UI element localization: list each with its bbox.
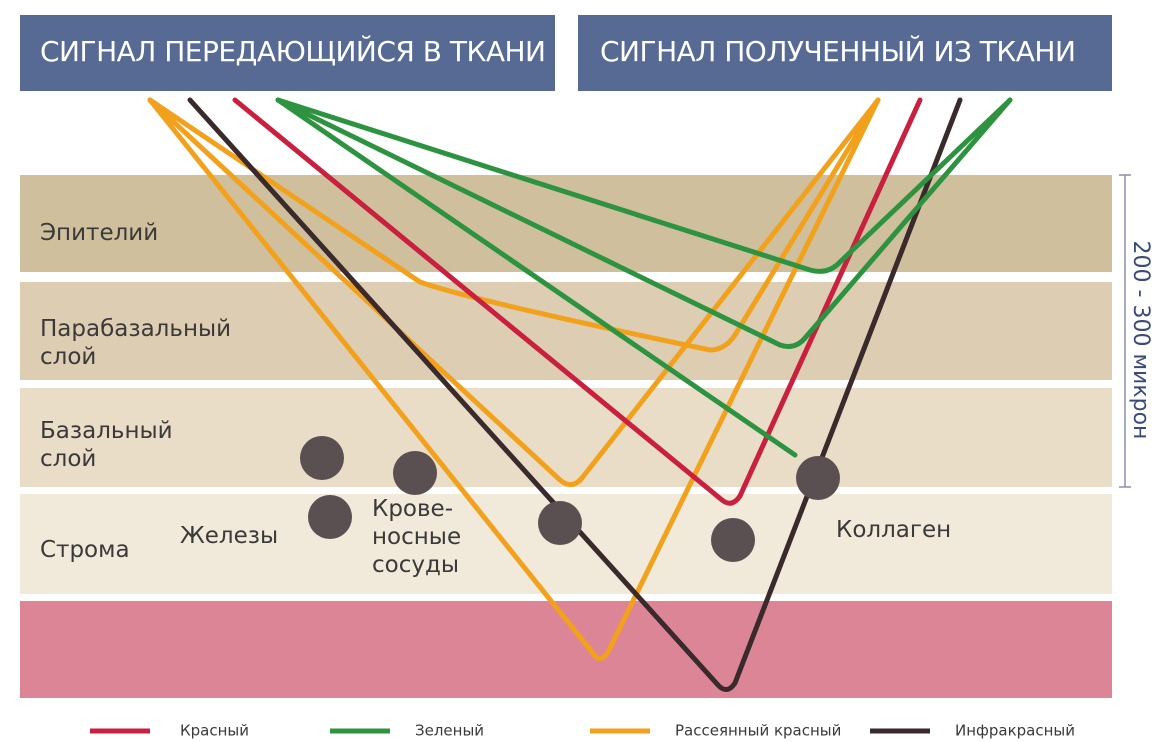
particle bbox=[538, 501, 582, 545]
header-title: СИГНАЛ ПОЛУЧЕННЫЙ ИЗ ТКАНИ bbox=[600, 34, 1075, 68]
diagram: СИГНАЛ ПЕРЕДАЮЩИЙСЯ В ТКАНИ СИГНАЛ ПОЛУЧ… bbox=[0, 0, 1156, 742]
legend-label: Зеленый bbox=[415, 722, 484, 740]
annotation-line: сосуды bbox=[372, 552, 459, 578]
layer-label-line: слой bbox=[40, 344, 96, 370]
particle bbox=[308, 495, 352, 539]
header-title: СИГНАЛ ПЕРЕДАЮЩИЙСЯ В ТКАНИ bbox=[40, 34, 545, 68]
layer-label-line: слой bbox=[40, 446, 96, 472]
annotation-line: Крове- bbox=[372, 496, 453, 522]
layer-label-line: Парабазальный bbox=[40, 316, 231, 342]
particle bbox=[796, 456, 840, 500]
layer-label-line: Базальный bbox=[40, 418, 173, 444]
layer-label: Строма bbox=[40, 537, 130, 563]
annotation: Коллаген bbox=[836, 517, 951, 543]
annotation: Железы bbox=[180, 523, 278, 549]
layer-label-line: Эпителий bbox=[40, 220, 158, 246]
legend-label: Рассеянный красный bbox=[675, 722, 841, 740]
particle bbox=[711, 518, 755, 562]
particle bbox=[393, 451, 437, 495]
annotation-line: носные bbox=[372, 524, 461, 550]
scale-label: 200 - 300 микрон bbox=[1128, 241, 1153, 440]
legend-label: Инфракрасный bbox=[955, 722, 1075, 740]
legend-label: Красный bbox=[180, 722, 249, 740]
layer-label-line: Строма bbox=[40, 537, 130, 563]
particle bbox=[300, 436, 344, 480]
layer-label: Эпителий bbox=[40, 220, 158, 246]
layer bbox=[20, 388, 1112, 487]
